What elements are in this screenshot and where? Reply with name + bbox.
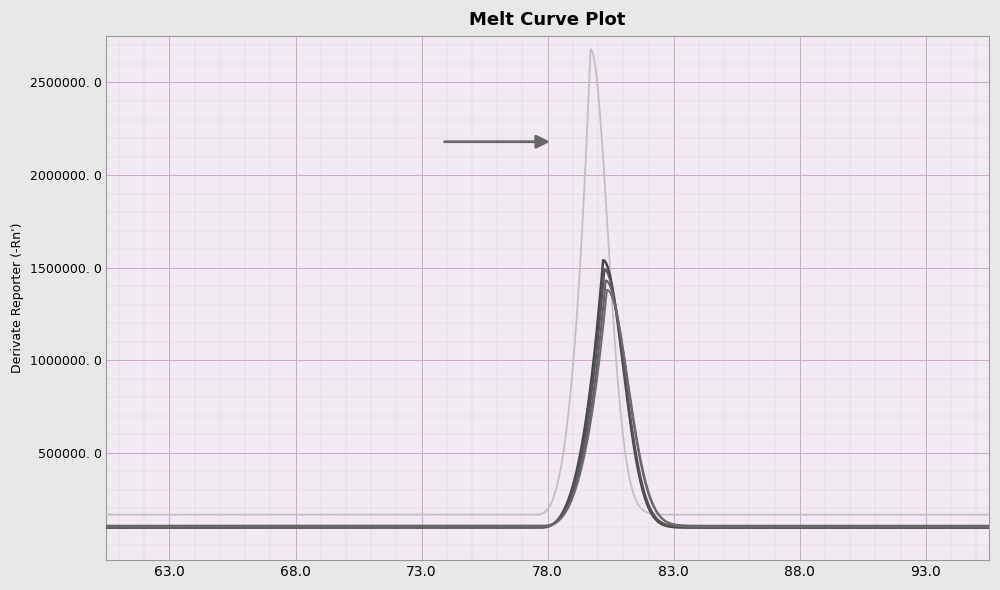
Title: Melt Curve Plot: Melt Curve Plot bbox=[469, 11, 626, 29]
Y-axis label: Derivate Reporter (-Rn'): Derivate Reporter (-Rn') bbox=[11, 223, 24, 373]
